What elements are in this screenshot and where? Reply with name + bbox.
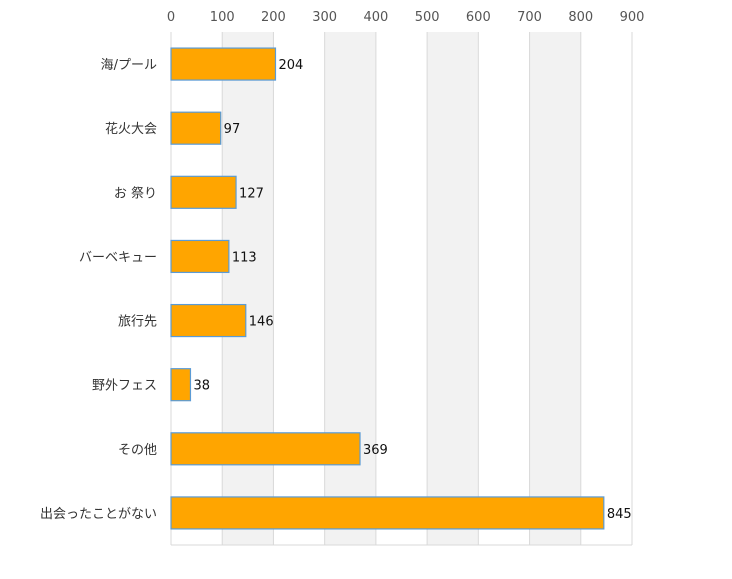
data-label: 845	[607, 507, 632, 522]
x-tick-label: 400	[363, 10, 388, 25]
category-label: 花火大会	[105, 121, 157, 137]
bar	[170, 239, 230, 274]
bar	[170, 175, 237, 209]
x-tick-label: 800	[568, 10, 593, 25]
bar	[170, 303, 247, 338]
bar	[170, 496, 605, 530]
x-tick-label: 900	[620, 10, 645, 25]
background-band	[222, 32, 274, 545]
background-band	[529, 32, 581, 545]
x-tick-label: 200	[261, 10, 286, 25]
bar	[170, 432, 361, 466]
category-label: 旅行先	[118, 315, 157, 330]
data-labels: 204 97 127 113 146 38 369 845	[193, 58, 631, 522]
data-label: 369	[363, 443, 388, 458]
x-tick-label: 700	[517, 10, 542, 25]
x-tick-label: 100	[210, 10, 235, 25]
data-label: 97	[224, 122, 241, 137]
data-label: 146	[249, 315, 274, 330]
data-label: 113	[232, 250, 257, 265]
category-label: 出会ったことがない	[40, 507, 157, 522]
x-tick-label: 300	[312, 10, 337, 25]
category-label: その他	[118, 443, 157, 458]
bar	[170, 47, 277, 81]
gridlines	[170, 32, 633, 546]
category-label: 野外フェス	[92, 379, 157, 394]
x-tick-label: 500	[415, 10, 440, 25]
background-band	[427, 32, 479, 545]
category-label: 海/プール	[101, 58, 157, 73]
data-label: 204	[278, 58, 303, 73]
x-axis-ticks: 0 100 200 300 400 500 600 700 800 900	[167, 10, 645, 25]
background-bands	[222, 32, 581, 545]
data-label: 38	[193, 379, 210, 394]
bars	[170, 47, 605, 530]
category-label: お 祭り	[114, 186, 157, 201]
category-label: バーベキュー	[79, 250, 157, 265]
x-tick-label: 0	[167, 10, 175, 25]
bar	[170, 368, 192, 402]
bar	[170, 111, 222, 145]
data-label: 127	[239, 186, 264, 201]
x-tick-label: 600	[466, 10, 491, 25]
background-band	[324, 32, 376, 545]
